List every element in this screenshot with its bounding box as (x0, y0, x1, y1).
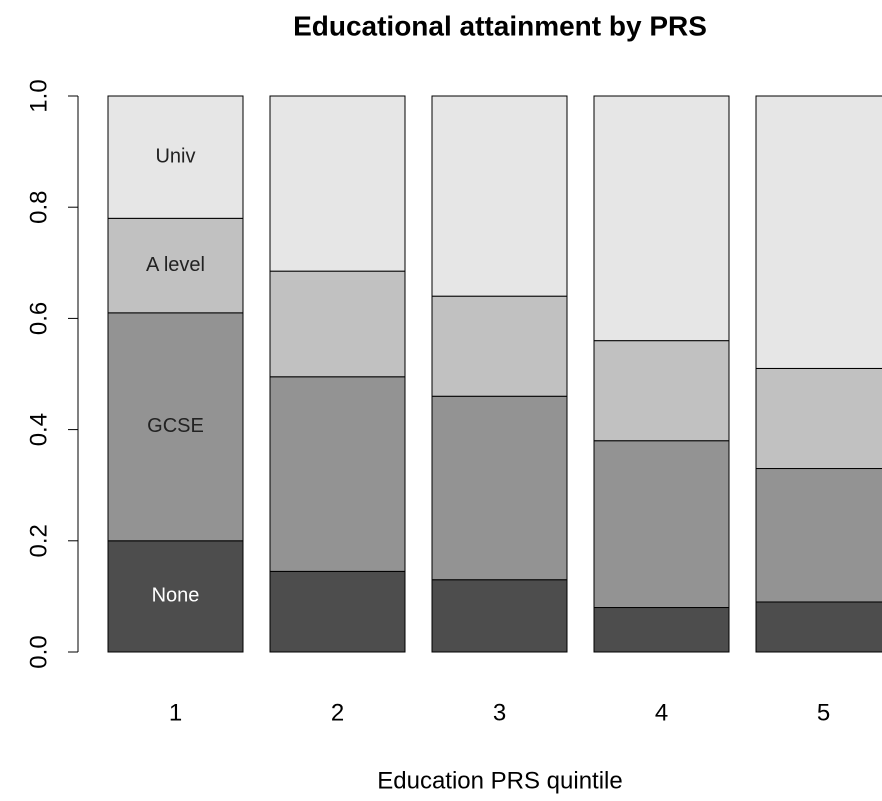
bar-segment (107, 540, 244, 653)
bar-segment (755, 468, 882, 603)
bar-segment (269, 376, 406, 572)
y-tick-label: 1.0 (25, 79, 52, 112)
bar-segment (593, 340, 730, 442)
x-axis-label: Education PRS quintile (377, 767, 622, 794)
segment-label: GCSE (147, 415, 204, 437)
bar-segment (593, 607, 730, 653)
bar-segment (431, 579, 568, 653)
bar-segment (269, 95, 406, 272)
y-tick-label: 0.6 (25, 302, 52, 335)
x-tick-label: 4 (655, 699, 668, 726)
bar-segment (593, 95, 730, 342)
x-tick-label: 5 (817, 699, 830, 726)
segment-label: None (152, 585, 200, 607)
bar-segment (593, 440, 730, 609)
y-tick-label: 0.8 (25, 191, 52, 224)
bar-segment (107, 217, 244, 314)
chart-title: Educational attainment by PRS (293, 10, 707, 41)
x-tick-label: 2 (331, 699, 344, 726)
bar-segment (431, 95, 568, 297)
bar-segment (269, 270, 406, 378)
bar-segment (431, 295, 568, 397)
y-tick-label: 0.2 (25, 524, 52, 557)
segment-label: A level (146, 254, 205, 276)
segment-label: Univ (155, 145, 195, 167)
x-tick-label: 1 (169, 699, 182, 726)
bar-segment (755, 95, 882, 369)
bar-segment (107, 312, 244, 542)
y-tick-label: 0.4 (25, 413, 52, 446)
bar-segment (269, 570, 406, 653)
bar-segment (755, 367, 882, 470)
y-tick-label: 0.0 (25, 635, 52, 668)
bar-segment (755, 601, 882, 653)
bar-segment (431, 395, 568, 581)
bar-segment (107, 95, 244, 219)
x-tick-label: 3 (493, 699, 506, 726)
